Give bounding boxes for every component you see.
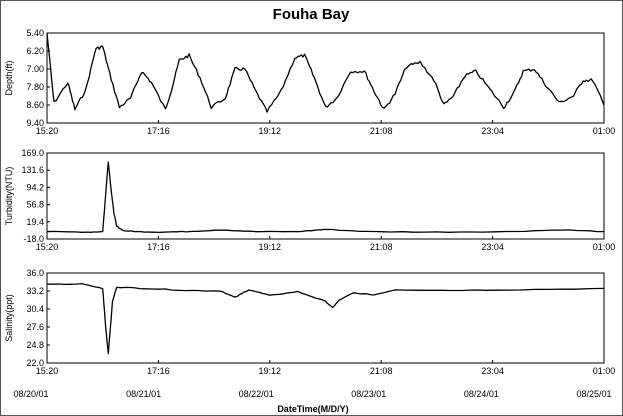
date-label: 08/22/01 [239,389,274,399]
turbidity-ytick-label: 56.8 [26,200,44,210]
turbidity-series-line [46,161,604,234]
depth-xtick-label: 17:16 [147,126,170,136]
depth-xtick-label: 19:12 [259,126,282,136]
depth-xtick-label: 21:08 [370,126,393,136]
x-axis-label: DateTime(M/D/Y) [277,404,348,414]
salinity-xtick-label: 17:16 [147,366,170,376]
salinity-panel: 36.0 33.2 30.4 27.6 24.8 22.015:20 17:16 19:12 2… [4,268,615,376]
salinity-ytick-label: 33.2 [26,286,44,296]
salinity-xtick-label: 15:20 [36,366,59,376]
date-label: 08/25/01 [576,389,611,399]
salinity-xtick-label: 19:12 [259,366,282,376]
depth-ytick-label: 6.20 [26,46,44,56]
salinity-ytick-label: 24.8 [26,340,44,350]
date-label: 08/20/01 [13,389,48,399]
salinity-series-line [47,282,605,355]
depth-xtick-label: 23:04 [481,126,504,136]
depth-plot-frame [46,32,605,124]
salinity-y-axis-label: Salinity(ppt) [4,294,14,342]
depth-ytick-label: 7.80 [26,82,44,92]
salinity-ytick-label: 22.0 [26,358,44,368]
date-label: 08/23/01 [351,389,386,399]
salinity-ytick-label: 30.4 [26,304,44,314]
depth-series-line [46,32,605,113]
turbidity-plot-frame [46,152,605,240]
turbidity-xtick-label: 21:08 [370,242,393,252]
turbidity-xtick-label: 01:00 [593,242,616,252]
chart-title: Fouha Bay [273,6,350,23]
salinity-xtick-label: 23:04 [481,366,504,376]
date-labels: 08/20/01 08/21/01 08/22/01 08/23/01 08/24/01… [13,389,611,399]
salinity-ytick-label: 27.6 [26,322,44,332]
turbidity-ytick-label: 169.0 [21,148,44,158]
depth-xtick-label: 15:20 [36,126,59,136]
date-label: 08/21/01 [126,389,161,399]
turbidity-y-axis-label: Turbidity(NTU) [4,167,14,226]
salinity-xtick-label: 01:00 [593,366,616,376]
depth-y-axis-label: Depth(ft) [4,60,14,95]
depth-xtick-label: 01:00 [593,126,616,136]
depth-ytick-label: 9.40 [26,118,44,128]
turbidity-ytick-label: 131.6 [21,165,44,175]
salinity-plot-frame [46,272,605,364]
turbidity-xtick-label: 23:04 [481,242,504,252]
turbidity-panel: 169.0 131.6 94.2 56.8 19.4 -18.015:20 17:16 19:… [4,148,615,252]
depth-ytick-label: 5.40 [26,28,44,38]
turbidity-ytick-label: 19.4 [26,217,44,227]
date-label: 08/24/01 [464,389,499,399]
depth-ytick-label: 7.00 [26,64,44,74]
turbidity-ytick-label: 94.2 [26,182,44,192]
depth-ytick-label: 8.60 [26,100,44,110]
turbidity-ytick-label: -18.0 [23,234,44,244]
turbidity-xtick-label: 17:16 [147,242,170,252]
turbidity-xtick-label: 19:12 [259,242,282,252]
salinity-xtick-label: 21:08 [370,366,393,376]
turbidity-xtick-label: 15:20 [36,242,59,252]
salinity-ytick-label: 36.0 [26,268,44,278]
